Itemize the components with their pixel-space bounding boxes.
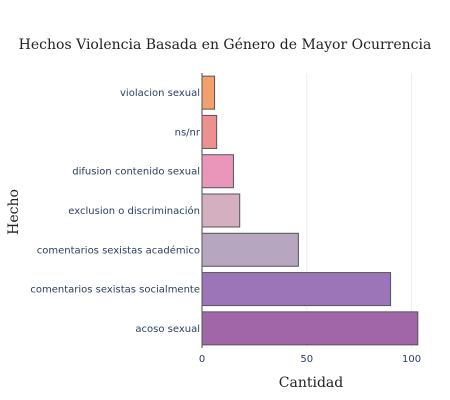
bars-layer xyxy=(201,75,419,346)
x-tick-label: 100 xyxy=(402,354,421,365)
bar xyxy=(201,311,419,346)
y-tick-labels: acoso sexual comentarios sexistas socialm… xyxy=(30,88,201,335)
y-tick-label: violacion sexual xyxy=(120,88,200,99)
bar xyxy=(201,75,216,110)
y-tick-label: exclusion o discriminación xyxy=(68,205,200,217)
x-tick-label: 50 xyxy=(300,354,313,365)
x-tick-label: 0 xyxy=(199,354,205,365)
y-tick-label: acoso sexual xyxy=(135,324,200,335)
bar xyxy=(201,154,234,189)
bar xyxy=(201,272,392,307)
bar xyxy=(201,232,299,267)
y-tick-label: comentarios sexistas socialmente xyxy=(30,285,200,296)
bar xyxy=(201,193,241,228)
bar xyxy=(201,114,218,149)
y-tick-label: comentarios sexistas académico xyxy=(37,244,200,256)
x-axis-title: Cantidad xyxy=(279,375,343,391)
y-axis-title: Hecho xyxy=(6,189,22,235)
chart-title: Hechos Violencia Basada en Género de May… xyxy=(19,37,432,53)
x-tick-labels: 0 50 100 xyxy=(199,354,421,365)
y-tick-label: ns/nr xyxy=(175,127,201,138)
y-tick-label: difusion contenido sexual xyxy=(72,167,200,178)
